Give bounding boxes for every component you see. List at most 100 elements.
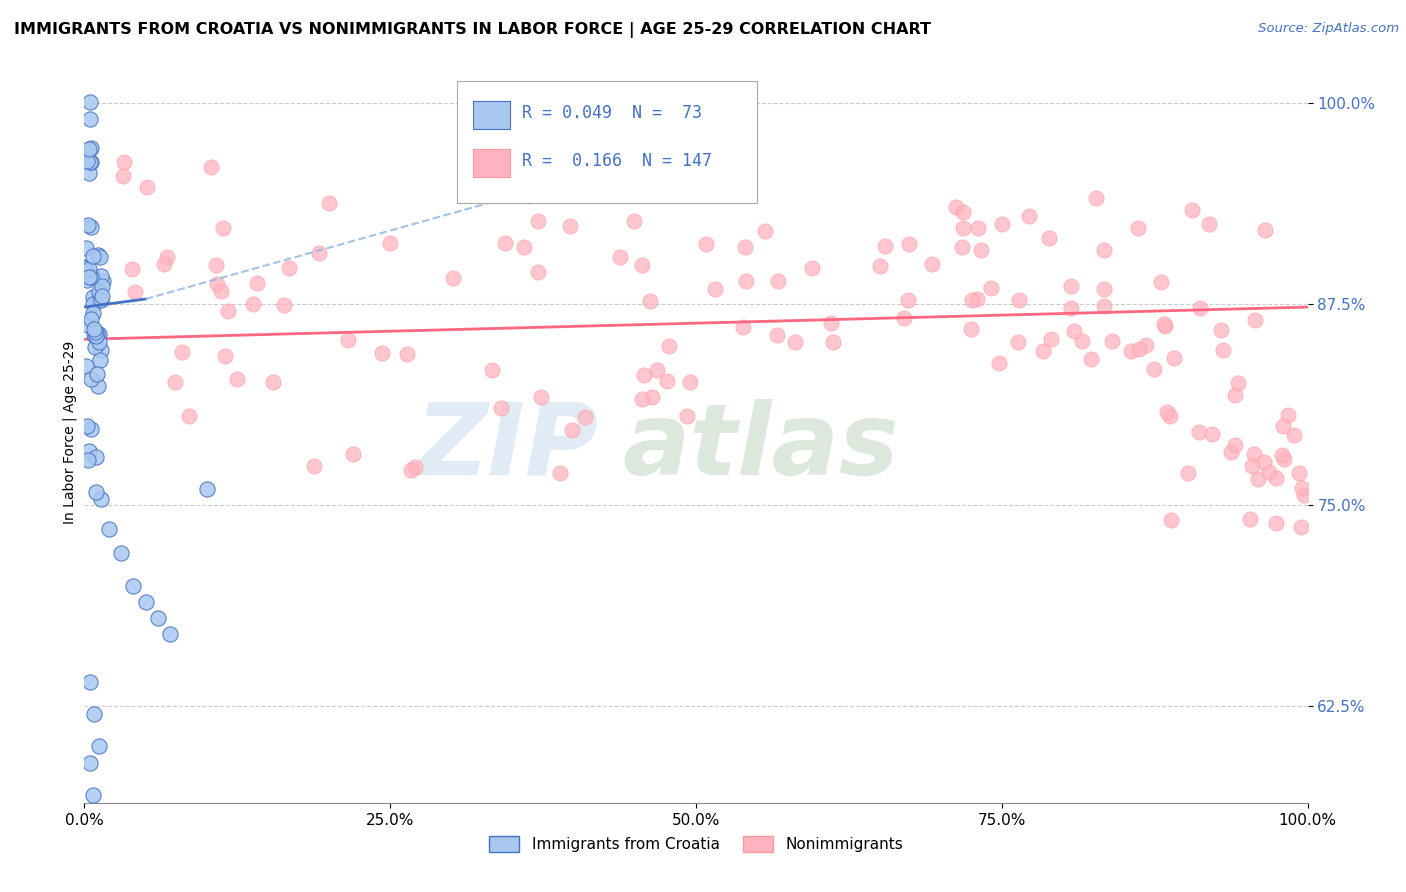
Point bbox=[89, 250, 111, 264]
Point bbox=[609, 250, 631, 264]
Point bbox=[79, 95, 101, 109]
Point bbox=[695, 236, 717, 251]
Point bbox=[1018, 209, 1040, 223]
Point bbox=[77, 142, 100, 156]
Text: IMMIGRANTS FROM CROATIA VS NONIMMIGRANTS IN LABOR FORCE | AGE 25-29 CORRELATION : IMMIGRANTS FROM CROATIA VS NONIMMIGRANTS… bbox=[14, 22, 931, 38]
Point bbox=[734, 240, 756, 254]
Point bbox=[273, 298, 295, 312]
Point bbox=[526, 265, 548, 279]
Point bbox=[1040, 332, 1063, 346]
Point bbox=[655, 374, 678, 388]
Point bbox=[1254, 223, 1277, 237]
Point bbox=[77, 166, 100, 180]
Point bbox=[91, 278, 114, 293]
Point bbox=[821, 335, 844, 350]
Point bbox=[1128, 343, 1150, 357]
Point bbox=[921, 257, 943, 271]
Point bbox=[1188, 301, 1211, 315]
Point bbox=[110, 546, 132, 560]
Point bbox=[785, 335, 807, 350]
Point bbox=[1156, 404, 1178, 418]
Point bbox=[990, 217, 1012, 231]
Point bbox=[481, 363, 503, 377]
Point bbox=[83, 707, 105, 722]
Point bbox=[820, 316, 842, 330]
Point bbox=[122, 578, 145, 592]
Point bbox=[195, 482, 218, 496]
Point bbox=[278, 261, 301, 276]
Point bbox=[1265, 471, 1288, 485]
Point bbox=[1038, 231, 1060, 245]
Point bbox=[623, 214, 645, 228]
Point bbox=[146, 610, 169, 624]
Point bbox=[76, 419, 98, 434]
Point bbox=[1272, 419, 1295, 434]
Point bbox=[77, 444, 100, 458]
Point bbox=[1153, 318, 1175, 333]
Point bbox=[530, 390, 553, 404]
Point bbox=[152, 257, 174, 271]
Point bbox=[76, 153, 98, 168]
Point bbox=[84, 450, 107, 465]
Point bbox=[77, 453, 100, 467]
Point bbox=[89, 335, 111, 350]
Point bbox=[1264, 516, 1286, 530]
Point bbox=[124, 285, 146, 299]
Point bbox=[1084, 191, 1107, 205]
Y-axis label: In Labor Force | Age 25-29: In Labor Force | Age 25-29 bbox=[63, 341, 77, 524]
Point bbox=[988, 355, 1011, 369]
Point bbox=[1288, 467, 1310, 481]
Point bbox=[966, 292, 988, 306]
Point bbox=[112, 155, 135, 169]
Point bbox=[1092, 282, 1115, 296]
Point bbox=[82, 268, 104, 283]
Point bbox=[156, 251, 179, 265]
Point bbox=[766, 327, 789, 342]
Point bbox=[1239, 512, 1261, 526]
Point bbox=[1247, 472, 1270, 486]
Point bbox=[1282, 427, 1305, 442]
Point bbox=[82, 290, 104, 304]
Point bbox=[83, 326, 105, 340]
Point bbox=[87, 378, 110, 392]
Point bbox=[527, 214, 550, 228]
Point bbox=[75, 241, 97, 255]
Point bbox=[371, 346, 394, 360]
Point bbox=[89, 293, 111, 307]
Point bbox=[513, 240, 536, 254]
Point bbox=[1241, 458, 1264, 473]
Point bbox=[494, 235, 516, 250]
Point bbox=[679, 376, 702, 390]
Point bbox=[97, 522, 120, 536]
Point bbox=[337, 334, 360, 348]
Point bbox=[560, 219, 582, 233]
Point bbox=[980, 281, 1002, 295]
Point bbox=[112, 169, 135, 183]
Point bbox=[87, 248, 110, 262]
Point bbox=[633, 368, 655, 382]
Point bbox=[308, 246, 330, 260]
Point bbox=[1060, 279, 1083, 293]
Point bbox=[1289, 520, 1312, 534]
Point bbox=[342, 447, 364, 461]
Point bbox=[1198, 217, 1220, 231]
Point bbox=[1291, 481, 1313, 495]
Point bbox=[73, 261, 96, 276]
Text: R = 0.049  N =  73: R = 0.049 N = 73 bbox=[522, 103, 702, 122]
Point bbox=[574, 410, 596, 425]
Point bbox=[1294, 488, 1316, 502]
Point bbox=[801, 260, 824, 275]
Point bbox=[86, 326, 108, 341]
Legend: Immigrants from Croatia, Nonimmigrants: Immigrants from Croatia, Nonimmigrants bbox=[482, 830, 910, 858]
Point bbox=[1181, 202, 1204, 217]
Point bbox=[90, 293, 112, 308]
Point bbox=[1032, 343, 1054, 358]
Point bbox=[734, 274, 756, 288]
Text: R =  0.166  N = 147: R = 0.166 N = 147 bbox=[522, 152, 713, 169]
Point bbox=[1243, 447, 1265, 461]
Point bbox=[960, 322, 983, 336]
Point bbox=[1212, 343, 1234, 357]
Point bbox=[1188, 425, 1211, 440]
Point bbox=[80, 141, 103, 155]
FancyBboxPatch shape bbox=[474, 101, 510, 129]
